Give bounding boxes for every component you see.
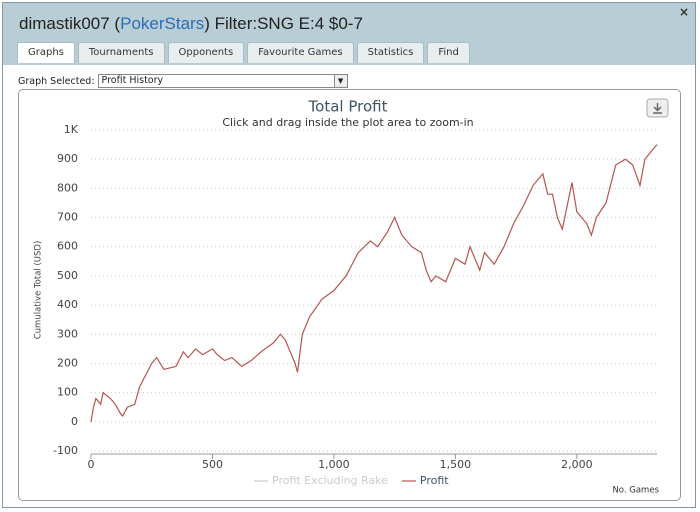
close-button[interactable]: × [678, 5, 689, 19]
x-tick-label: 2,000 [561, 458, 593, 471]
y-tick-label: 500 [57, 269, 78, 282]
x-tick-label: 0 [88, 458, 95, 471]
tab[interactable]: Opponents [167, 42, 245, 63]
x-tick-label: 500 [202, 458, 223, 471]
site-link[interactable]: PokerStars [120, 14, 205, 33]
y-tick-label: 400 [57, 298, 78, 311]
y-tick-label: 700 [57, 211, 78, 224]
chart-subtitle: Click and drag inside the plot area to z… [222, 116, 473, 129]
legend-item[interactable]: Profit Excluding Rake [272, 474, 388, 487]
filter: ) Filter:SNG E:4 $0-7 [204, 14, 363, 33]
chart-title: Total Profit [308, 98, 388, 116]
window-title: dimastik007 (PokerStars) Filter:SNG E:4 … [19, 14, 363, 34]
download-button[interactable] [646, 98, 669, 118]
tab-bar: Graphs Tournaments Opponents Favourite Game… [17, 42, 470, 63]
y-tick-label: 300 [57, 327, 78, 340]
tab[interactable]: Favourite Games [247, 42, 354, 63]
tab[interactable]: Tournaments [77, 42, 165, 63]
graph-selector: Graph Selected: Profit History ▼ [18, 74, 348, 88]
y-tick-label: -100 [53, 444, 78, 457]
y-tick-label: 200 [57, 356, 78, 369]
profit-line [90, 144, 658, 422]
y-tick-label: 800 [57, 181, 78, 194]
tab[interactable]: Find [427, 42, 470, 63]
dropdown[interactable]: Profit History ▼ [97, 74, 348, 88]
legend-item[interactable]: Profit [420, 474, 449, 487]
x-tick-label: 1,500 [440, 458, 472, 471]
selector-label: Graph Selected: [18, 75, 95, 87]
y-tick-label: 600 [57, 240, 78, 253]
tab[interactable]: Graphs [17, 42, 75, 63]
chart-panel [18, 89, 681, 501]
header: dimastik007 (PokerStars) Filter:SNG E:4 … [3, 3, 695, 65]
dropdown-value: Profit History [101, 75, 164, 86]
x-axis-label: No. Games [612, 486, 659, 496]
y-tick-label: 0 [71, 415, 78, 428]
y-tick-label: 900 [57, 152, 78, 165]
y-tick-label: 1K [64, 123, 79, 136]
dropdown-arrow[interactable]: ▼ [333, 75, 347, 87]
window: dimastik007 (PokerStars) Filter:SNG E:4 … [2, 2, 696, 508]
x-tick-label: 1,000 [318, 458, 350, 471]
y-axis-label: Cumulative Total (USD) [34, 241, 44, 340]
tab[interactable]: Statistics [356, 42, 425, 63]
y-tick-label: 100 [57, 386, 78, 399]
user: dimastik007 ( [19, 14, 121, 33]
